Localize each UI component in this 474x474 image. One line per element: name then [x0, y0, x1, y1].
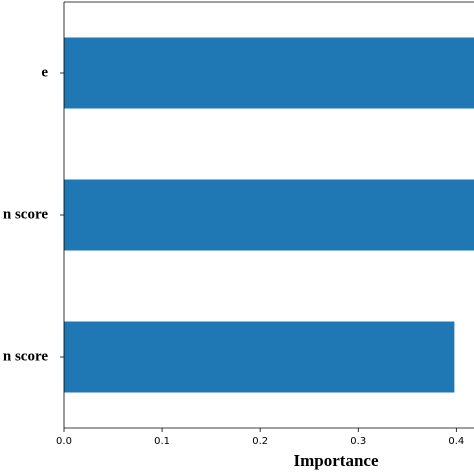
y-tick-label: e [41, 64, 48, 80]
y-tick-label: n score [3, 348, 48, 364]
bar [64, 179, 474, 251]
x-tick-label: 0.1 [154, 436, 170, 447]
bar [64, 321, 455, 393]
plot-area [64, 37, 474, 393]
bar [64, 37, 474, 109]
x-tick-label: 0.4 [448, 436, 464, 447]
x-tick-label: 0.0 [56, 436, 72, 447]
x-tick-label: 0.3 [350, 436, 366, 447]
y-tick-label: n score [3, 206, 48, 222]
x-tick-label: 0.2 [252, 436, 268, 447]
x-axis-label: Importance [294, 451, 379, 470]
